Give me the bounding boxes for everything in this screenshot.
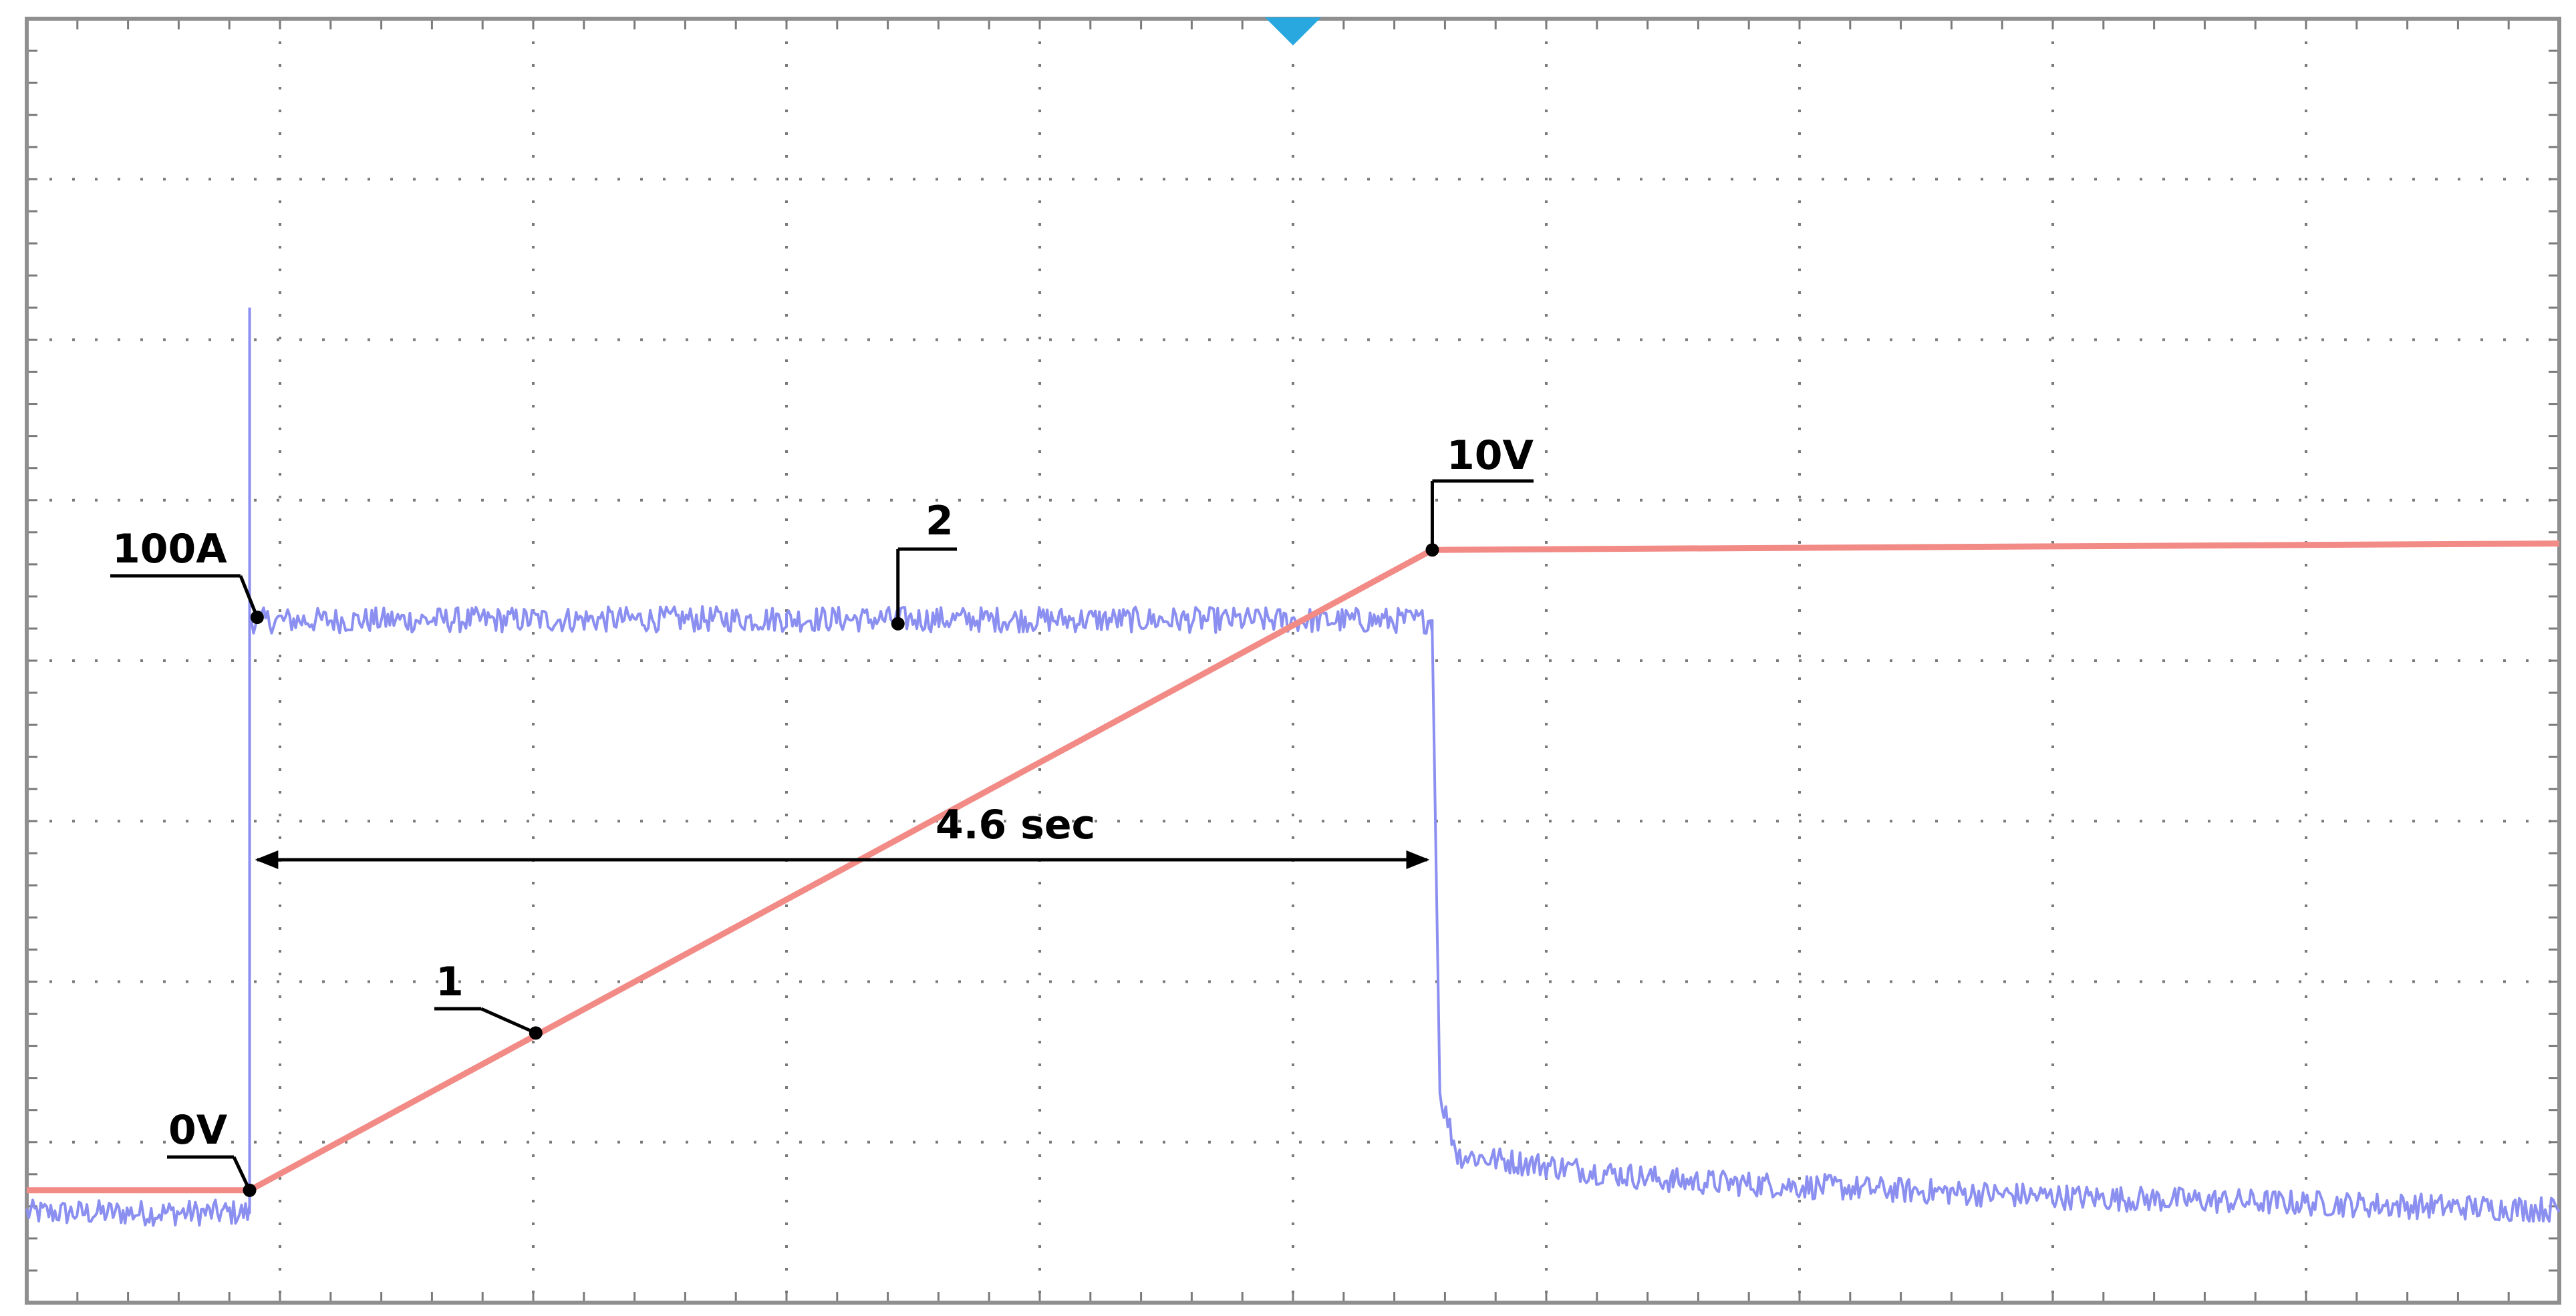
label-100a: 100A (112, 526, 227, 572)
label-duration: 4.6 sec (936, 802, 1095, 848)
leader-line (480, 1007, 537, 1035)
trigger-marker-icon (1265, 17, 1321, 45)
label-10v: 10V (1447, 432, 1534, 479)
label-channel-2: 2 (925, 498, 954, 544)
leader-line (239, 575, 259, 619)
channel-1-voltage-trace (27, 540, 2560, 1194)
leader-line (232, 1156, 251, 1191)
label-channel-1: 1 (436, 959, 464, 1005)
label-0v: 0V (168, 1107, 228, 1154)
annotation-leaders (110, 479, 1534, 1191)
graticule (27, 19, 2559, 1303)
